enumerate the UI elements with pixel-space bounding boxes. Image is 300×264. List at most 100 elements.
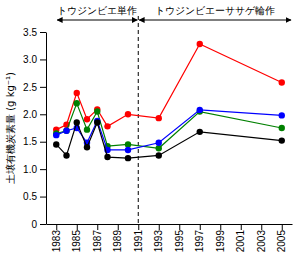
- y-axis-title: 土壌有機炭素量 (g kg⁻¹): [5, 72, 16, 184]
- series-point: [104, 123, 110, 129]
- series-point: [156, 145, 162, 151]
- x-tick: 1993: [153, 224, 164, 252]
- series-point: [53, 141, 59, 147]
- annotation: トウジンビエ単作: [57, 5, 137, 16]
- x-tick-label: 1989: [112, 230, 123, 253]
- y-tick-mark: [40, 142, 46, 143]
- series-point: [197, 41, 203, 47]
- x-tick: 1991: [133, 224, 144, 252]
- series-point: [279, 137, 285, 143]
- x-tick-mark: [200, 224, 201, 230]
- x-tick-mark: [138, 224, 139, 230]
- series-point: [53, 132, 59, 138]
- series-line: [56, 110, 282, 150]
- series-point: [63, 128, 69, 134]
- y-tick: 1.0: [23, 164, 46, 175]
- series-point: [63, 152, 69, 158]
- series-point: [84, 144, 90, 150]
- series-line: [56, 123, 282, 159]
- x-tick: 1989: [112, 224, 123, 252]
- x-tick: 1983: [51, 224, 62, 252]
- series-point: [279, 112, 285, 118]
- marks: [53, 41, 285, 162]
- x-tick-mark: [159, 224, 160, 230]
- y-tick-mark: [40, 114, 46, 115]
- series-point: [125, 111, 131, 117]
- x-tick-label: 1991: [133, 230, 144, 253]
- x-tick: 1985: [71, 224, 82, 252]
- x-tick-mark: [179, 224, 180, 230]
- y-tick-mark: [40, 59, 46, 60]
- y-tick: 1.5: [23, 136, 46, 147]
- x-tick: 1995: [174, 224, 185, 252]
- series-point: [84, 126, 90, 132]
- x-tick-mark: [56, 224, 57, 230]
- series-point: [156, 115, 162, 121]
- x-tick-mark: [77, 224, 78, 230]
- y-tick-label: 0: [31, 219, 37, 230]
- boundary-line: [138, 16, 139, 224]
- x-tick-label: 1987: [92, 230, 103, 253]
- x-tick-mark: [261, 224, 262, 230]
- series-point: [74, 90, 80, 96]
- x-tick-label: 2003: [256, 230, 267, 253]
- series-point: [74, 119, 80, 125]
- series-point: [125, 147, 131, 153]
- series-point: [279, 79, 285, 85]
- x-tick-label: 1985: [71, 230, 82, 253]
- x-axis: 1983 1985 1987 1989 1991 1993 1995 1997 1999 2001…: [47, 224, 293, 252]
- x-tick-mark: [220, 224, 221, 230]
- y-tick-label: 2.0: [23, 109, 37, 120]
- x-tick-mark: [118, 224, 119, 230]
- x-axis-line: [47, 224, 293, 225]
- y-tick-label: 0.5: [23, 191, 37, 202]
- y-tick: 0: [31, 219, 46, 230]
- x-tick: 2001: [235, 224, 246, 252]
- series-point: [74, 100, 80, 106]
- series-point: [197, 107, 203, 113]
- chart: 00.51.01.52.02.53.03.5198319851987198919…: [0, 0, 300, 264]
- series-point: [197, 129, 203, 135]
- y-tick: 3.0: [23, 54, 46, 65]
- x-tick: 2005: [276, 224, 287, 252]
- y-tick-mark: [40, 32, 46, 33]
- y-tick-mark: [40, 224, 46, 225]
- y-axis: 00.51.01.52.02.53.03.5: [23, 27, 46, 230]
- y-tick: 2.0: [23, 109, 46, 120]
- y-tick-label: 2.5: [23, 82, 37, 93]
- plot: 00.51.01.52.02.53.03.5198319851987198919…: [23, 5, 292, 252]
- y-tick: 2.5: [23, 82, 46, 93]
- x-tick-mark: [97, 224, 98, 230]
- y-tick: 0.5: [23, 191, 46, 202]
- x-tick: 1999: [215, 224, 226, 252]
- x-tick-label: 1993: [153, 230, 164, 253]
- y-tick-mark: [40, 197, 46, 198]
- span-arrow: [57, 20, 137, 21]
- x-tick: 1997: [194, 224, 205, 252]
- span-arrow: [139, 20, 291, 21]
- y-tick-label: 1.5: [23, 136, 37, 147]
- series-point: [104, 154, 110, 160]
- annotation: トウジンビエーササゲ輪作: [155, 5, 275, 16]
- series-point: [94, 108, 100, 114]
- series-point: [84, 116, 90, 122]
- series-line: [56, 44, 282, 130]
- x-tick: 2003: [256, 224, 267, 252]
- x-tick: 1987: [92, 224, 103, 252]
- series-point: [125, 155, 131, 161]
- y-tick-label: 1.0: [23, 164, 37, 175]
- x-tick-label: 1999: [215, 230, 226, 253]
- x-tick-label: 1995: [174, 230, 185, 253]
- y-axis-line: [46, 33, 47, 225]
- series-point: [125, 141, 131, 147]
- series-point: [156, 152, 162, 158]
- series-point: [156, 140, 162, 146]
- x-tick-label: 1997: [194, 230, 205, 253]
- annotations: トウジンビエ単作 トウジンビエーササゲ輪作: [57, 5, 291, 224]
- series-point: [63, 128, 69, 134]
- x-tick-mark: [241, 224, 242, 230]
- y-tick-mark: [40, 87, 46, 88]
- x-tick-mark: [282, 224, 283, 230]
- y-tick-label: 3.0: [23, 54, 37, 65]
- series-line: [56, 103, 282, 148]
